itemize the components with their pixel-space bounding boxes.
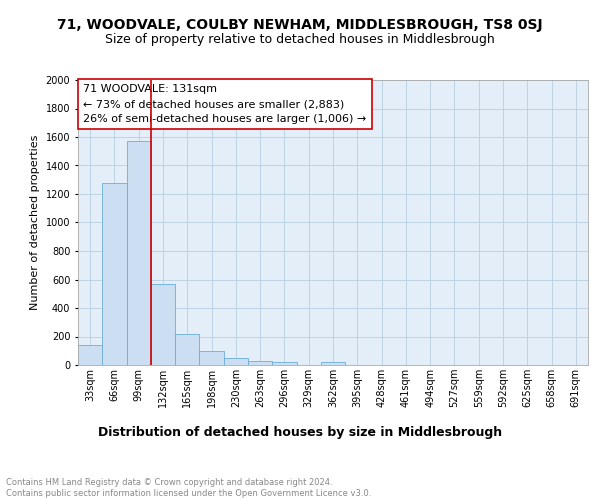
Text: Size of property relative to detached houses in Middlesbrough: Size of property relative to detached ho… xyxy=(105,32,495,46)
Bar xyxy=(102,183,127,365)
Text: 71 WOODVALE: 131sqm
← 73% of detached houses are smaller (2,883)
26% of semi-det: 71 WOODVALE: 131sqm ← 73% of detached ho… xyxy=(83,84,367,124)
Bar xyxy=(321,362,345,365)
Bar xyxy=(224,358,248,365)
Bar xyxy=(127,141,151,365)
Bar xyxy=(78,346,102,365)
Bar xyxy=(175,334,199,365)
Bar xyxy=(151,284,175,365)
Text: Distribution of detached houses by size in Middlesbrough: Distribution of detached houses by size … xyxy=(98,426,502,439)
Bar xyxy=(272,362,296,365)
Text: Contains HM Land Registry data © Crown copyright and database right 2024.
Contai: Contains HM Land Registry data © Crown c… xyxy=(6,478,371,498)
Bar xyxy=(199,351,224,365)
Y-axis label: Number of detached properties: Number of detached properties xyxy=(30,135,40,310)
Bar xyxy=(248,361,272,365)
Text: 71, WOODVALE, COULBY NEWHAM, MIDDLESBROUGH, TS8 0SJ: 71, WOODVALE, COULBY NEWHAM, MIDDLESBROU… xyxy=(57,18,543,32)
